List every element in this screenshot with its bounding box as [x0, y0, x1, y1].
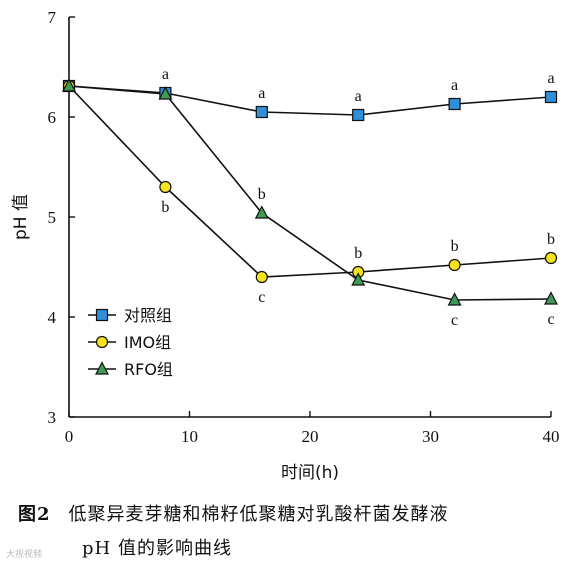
- x-tick-label: 30: [422, 427, 439, 446]
- series-line-control: [68, 85, 552, 116]
- significance-label-imo: b: [161, 199, 169, 216]
- legend-marker-rfo: [95, 361, 109, 375]
- series-markers: [62, 78, 558, 306]
- significance-label-imo: c: [258, 289, 265, 306]
- figure-number: 图2: [18, 504, 51, 525]
- legend-label-imo: IMO组: [124, 333, 171, 352]
- data-point-rfo: [544, 291, 558, 305]
- significance-label-rfo: b: [258, 186, 266, 203]
- data-point-rfo: [447, 292, 462, 306]
- significance-label-control: a: [451, 77, 458, 94]
- x-tick-label: 20: [302, 427, 319, 446]
- data-point-imo: [159, 180, 172, 194]
- significance-labels: a a a a a b c b b b b c c: [161, 66, 555, 329]
- x-tick-label: 0: [65, 427, 74, 446]
- caption-line-2: pH 值的影响曲线: [82, 538, 232, 559]
- x-tick-label: 10: [181, 427, 198, 446]
- axis-ticks: 0 10 20 30 40 3 4 5 6 7: [48, 8, 560, 446]
- figure-caption: 图2 低聚异麦芽糖和棉籽低聚糖对乳酸杆菌发酵液 pH 值的影响曲线: [18, 498, 558, 566]
- y-tick-label: 6: [48, 108, 57, 127]
- significance-label-control: a: [547, 70, 554, 87]
- data-point-imo: [255, 270, 268, 284]
- significance-label-control: a: [258, 85, 265, 102]
- data-point-imo: [544, 251, 558, 265]
- significance-label-imo: b: [451, 238, 459, 255]
- significance-label-control: a: [355, 88, 362, 105]
- watermark-logo: 大视视频: [6, 547, 42, 560]
- data-point-imo: [448, 258, 461, 272]
- axes: [68, 17, 551, 418]
- series-lines: [68, 85, 552, 301]
- legend-label-control: 对照组: [124, 306, 172, 325]
- caption-line-1: 低聚异麦芽糖和棉籽低聚糖对乳酸杆菌发酵液: [68, 504, 449, 525]
- legend-marker-imo: [95, 335, 109, 349]
- y-tick-label: 7: [48, 8, 57, 27]
- data-point-control: [544, 90, 558, 104]
- y-axis-title: pH 值: [11, 194, 31, 240]
- series-line-imo: [68, 85, 552, 278]
- watermark-text: 大视视频: [6, 550, 43, 560]
- data-point-rfo: [351, 272, 366, 286]
- significance-label-control: a: [162, 66, 169, 83]
- significance-label-rfo: c: [547, 311, 554, 328]
- legend: 对照组 IMO组 RFO组: [88, 306, 173, 379]
- significance-label-imo: b: [354, 245, 362, 262]
- x-tick-label: 40: [543, 427, 560, 446]
- data-point-control: [352, 108, 365, 122]
- series-line-rfo: [68, 85, 552, 301]
- y-tick-label: 3: [48, 408, 57, 427]
- y-tick-label: 5: [48, 208, 57, 227]
- data-point-rfo: [254, 205, 269, 219]
- data-point-control: [255, 105, 268, 119]
- legend-marker-control: [95, 308, 109, 322]
- significance-label-imo: b: [547, 231, 555, 248]
- data-point-rfo: [62, 78, 76, 92]
- legend-label-rfo: RFO组: [124, 360, 173, 379]
- y-tick-label: 4: [48, 308, 57, 327]
- significance-label-rfo: c: [451, 312, 458, 329]
- x-axis-title: 时间(h): [281, 463, 339, 483]
- data-point-rfo: [158, 86, 173, 100]
- data-point-control: [448, 97, 461, 111]
